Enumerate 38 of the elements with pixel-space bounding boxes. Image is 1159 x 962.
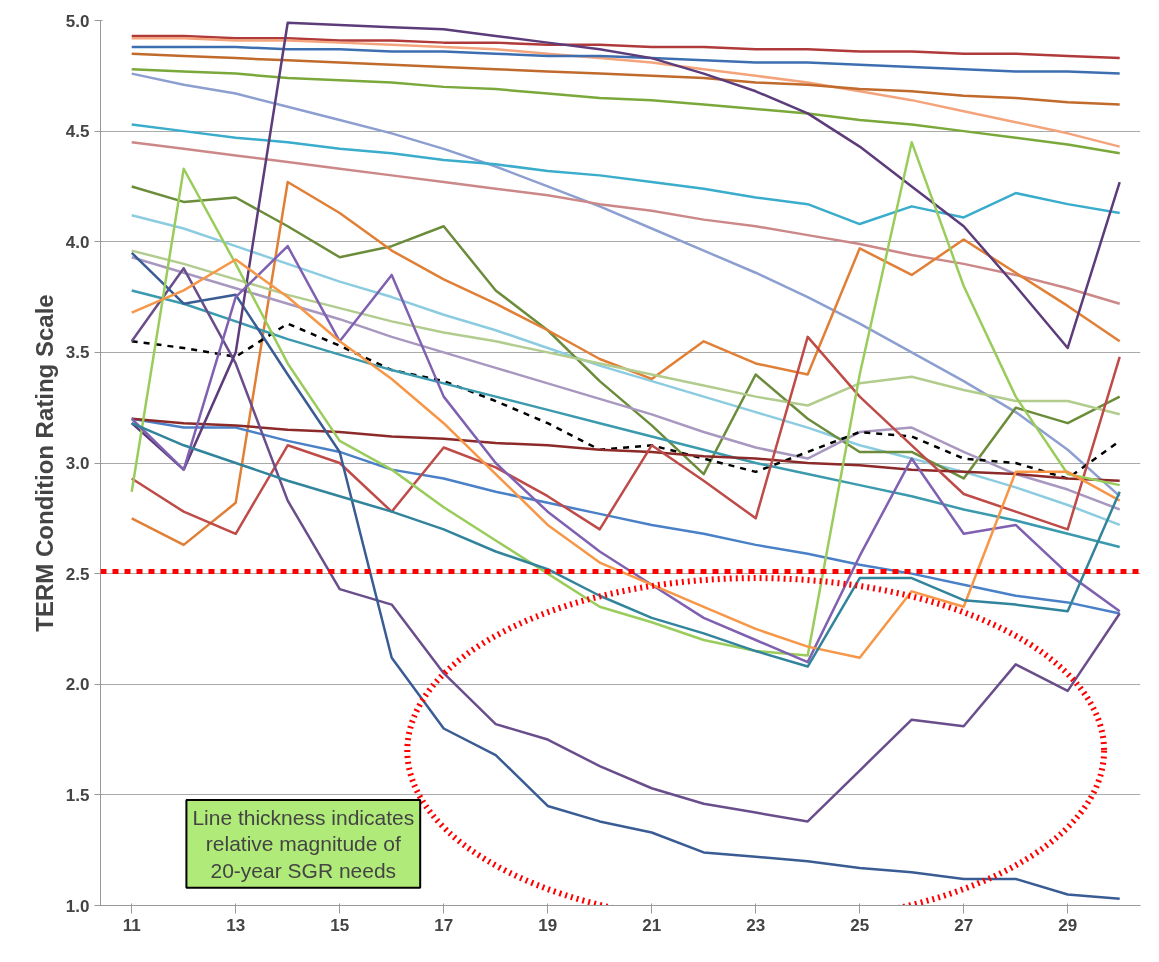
x-tick-label: 21 [642,915,662,935]
line-series [130,289,1121,549]
line-series [130,335,1121,536]
y-tick-label: 2.5 [65,564,90,584]
x-tick-label: 11 [122,915,141,935]
y-tick-label: 4.5 [65,122,90,142]
annotation: Line thickness indicates relative magnitude of 20-year SGR needs [192,805,415,882]
y-tick-label: 1.5 [65,785,90,805]
y-tick-label: 5.0 [65,11,90,31]
y-tick-label: 3.5 [65,343,90,363]
line-series [130,72,1121,498]
line-series [130,52,1121,106]
line-series [130,45,1121,75]
x-tick-label: 19 [538,915,558,935]
line-series [130,140,1121,305]
y-tick-label: 3.0 [65,454,90,473]
x-tick-label: 23 [746,915,766,935]
line-series [130,417,1121,482]
x-tick-label: 29 [1058,915,1078,935]
x-tick-label: 13 [226,915,246,935]
y-axis-title: TERM Condition Rating Scale [30,294,58,632]
line-series [130,36,1121,148]
line-series [130,185,1121,480]
y-tick-label: 4.0 [65,232,90,252]
x-tick-label: 17 [434,915,454,935]
y-tick-label: 2.0 [65,675,90,695]
line-series [130,255,1121,511]
line-series [130,421,1121,668]
line-series [130,21,1121,471]
x-tick-label: 25 [850,915,870,935]
line-series [130,67,1121,155]
line-series [130,140,1121,657]
x-tick-label: 27 [954,915,974,935]
x-tick-label: 15 [330,915,350,935]
y-tick-label: 1.0 [65,896,90,916]
line-series [130,123,1121,226]
line-series [130,34,1121,60]
line-series [130,249,1121,416]
